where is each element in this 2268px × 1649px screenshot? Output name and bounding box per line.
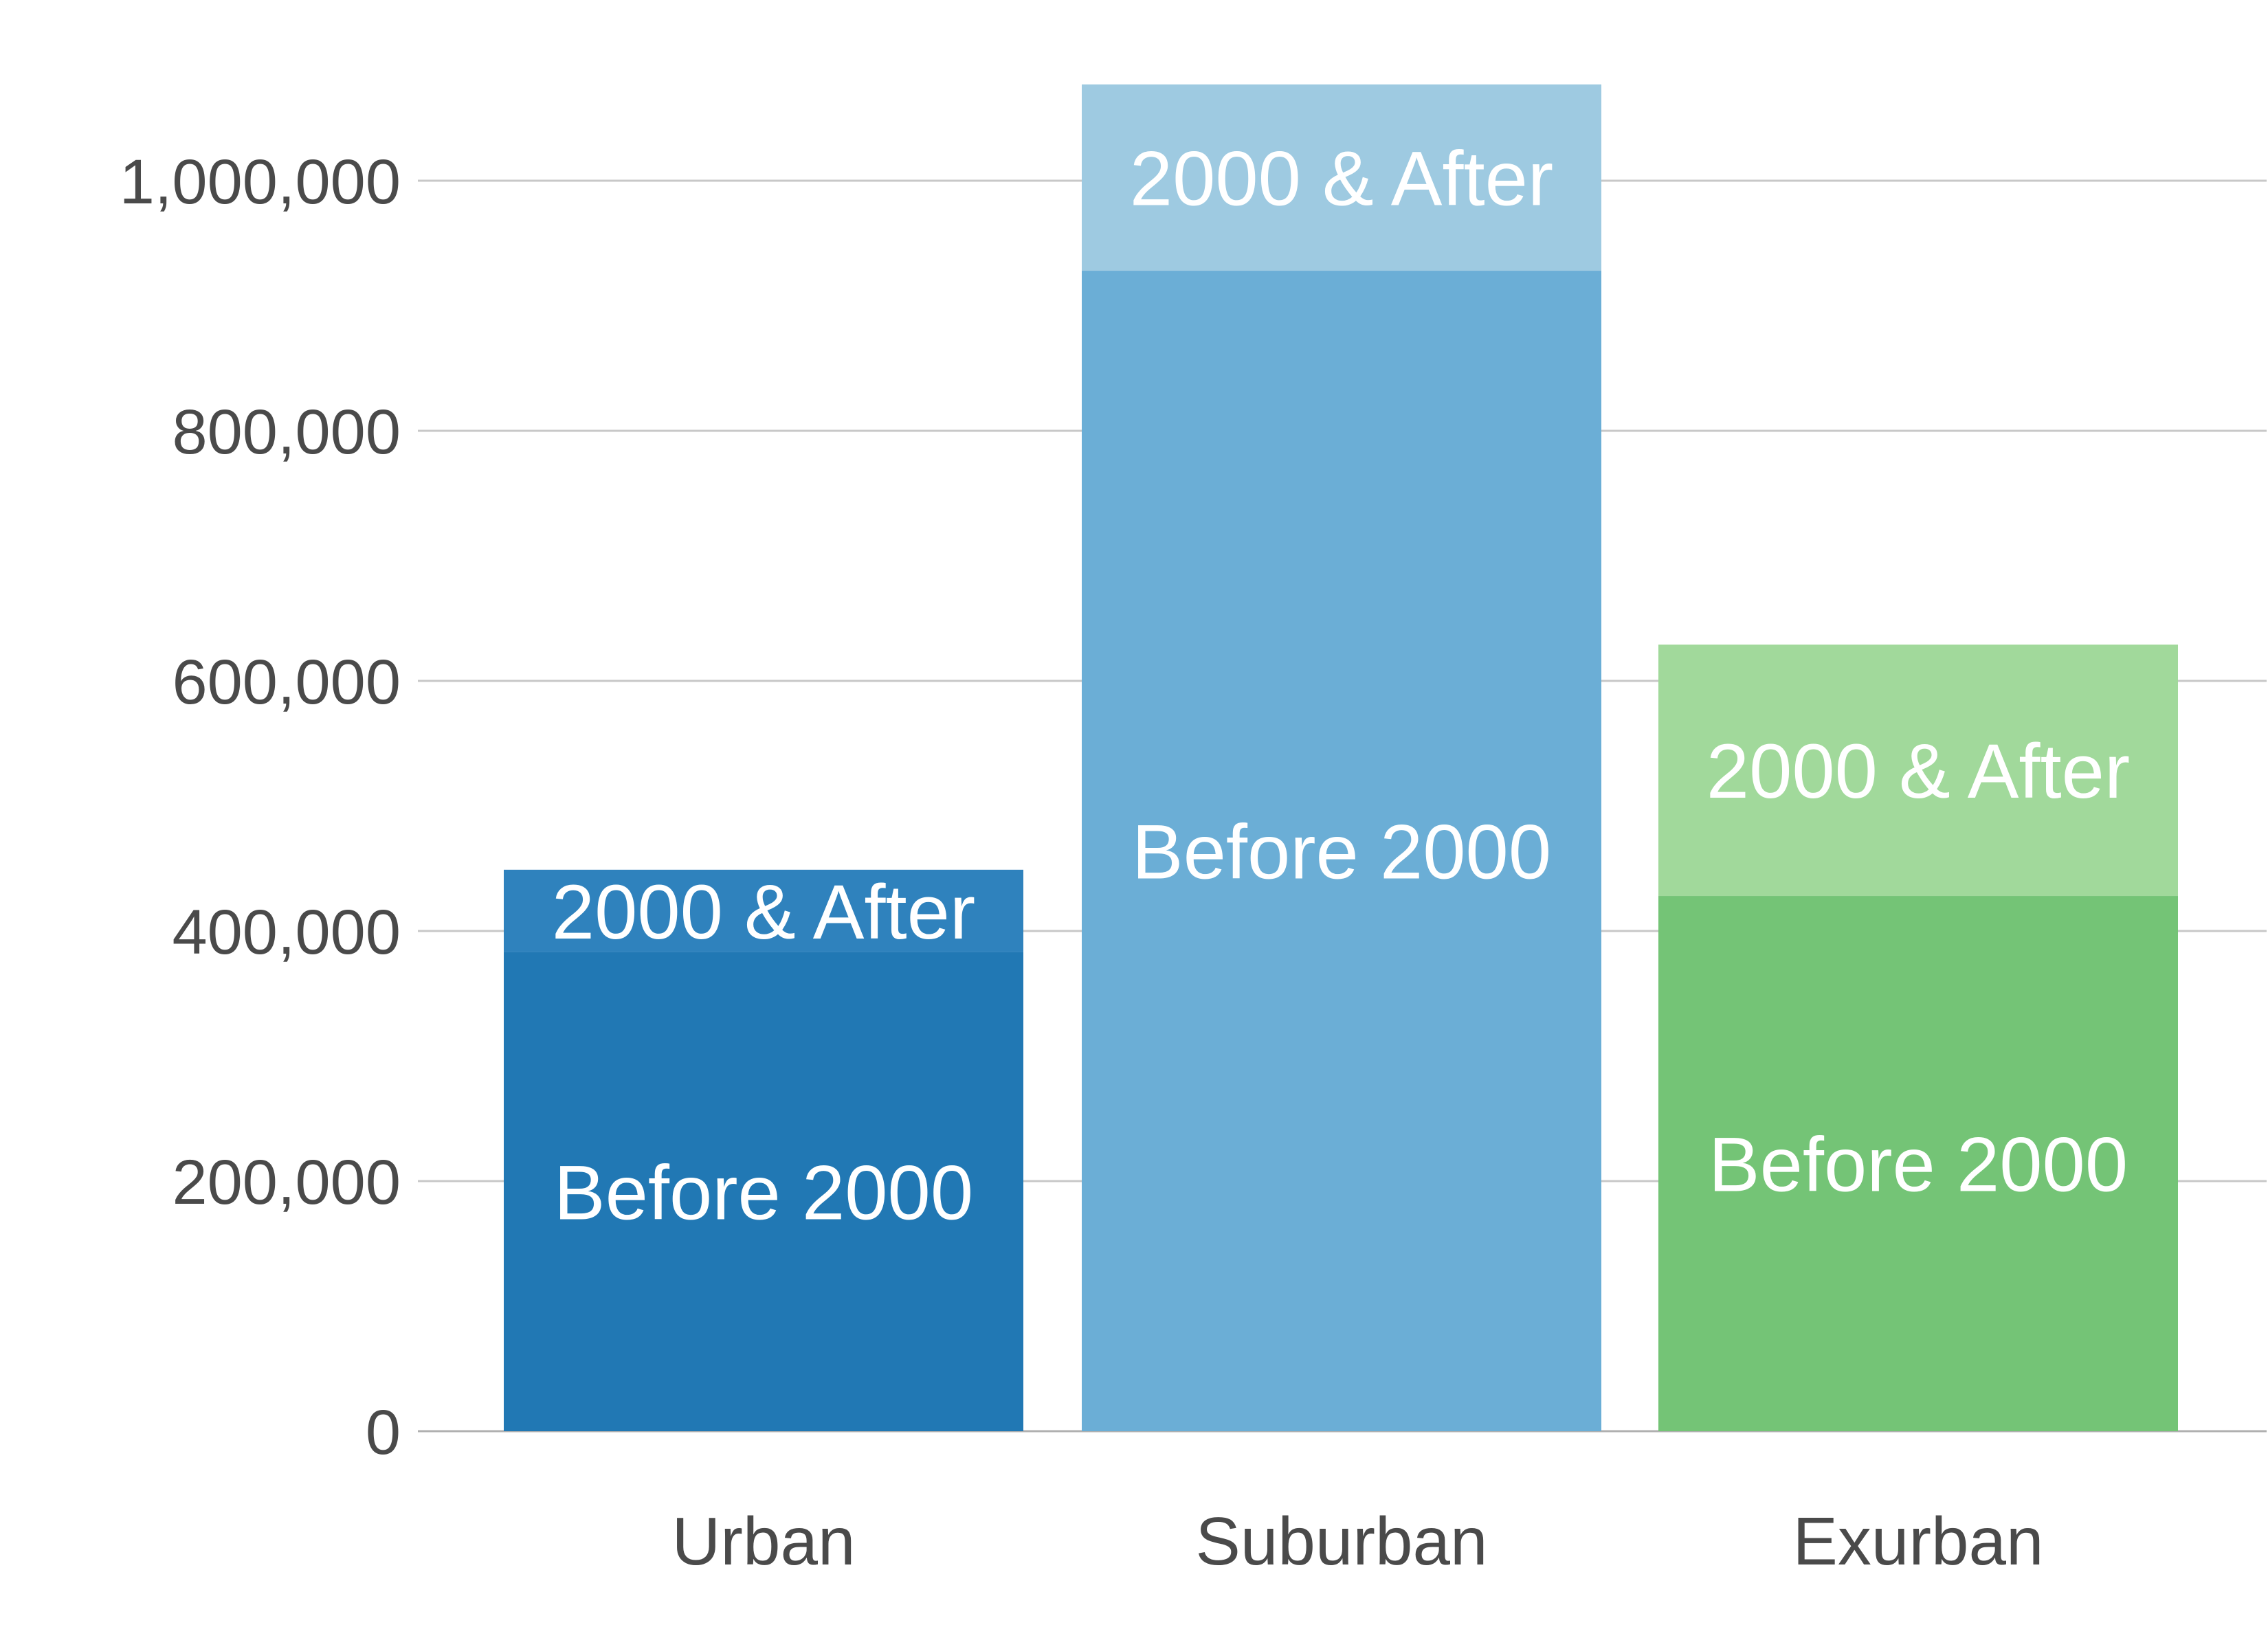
y-tick-label: 1,000,000: [120, 147, 401, 217]
bar-segment: [1658, 644, 2178, 897]
x-category-label: Suburban: [1195, 1503, 1487, 1579]
segment-label: Before 2000: [1132, 809, 1551, 895]
segment-label: 2000 & After: [1130, 135, 1553, 221]
segment-label: 2000 & After: [1706, 728, 2130, 814]
bar-segment: [1082, 84, 1601, 271]
y-axis: 0 200,000 400,000 600,000 800,000 1,000,000: [120, 147, 401, 1468]
bars: Before 2000 2000 & After Before 2000 2000 &…: [504, 84, 2178, 1431]
segment-label: Before 2000: [554, 1149, 973, 1235]
x-category-label: Exurban: [1792, 1503, 2043, 1579]
segment-label: 2000 & After: [552, 869, 975, 955]
y-tick-label: 600,000: [172, 647, 401, 717]
bar-segment: [504, 869, 1023, 952]
segment-label: Before 2000: [1709, 1122, 2128, 1208]
y-tick-label: 0: [366, 1398, 401, 1468]
bar-segment: [1082, 271, 1601, 1431]
bar-segment: [504, 952, 1023, 1431]
x-axis: Urban Suburban Exurban: [672, 1503, 2044, 1579]
y-tick-label: 200,000: [172, 1147, 401, 1218]
y-tick-label: 400,000: [172, 897, 401, 967]
y-tick-label: 800,000: [172, 397, 401, 467]
bar-segment: [1658, 896, 2178, 1431]
x-category-label: Urban: [672, 1503, 856, 1579]
